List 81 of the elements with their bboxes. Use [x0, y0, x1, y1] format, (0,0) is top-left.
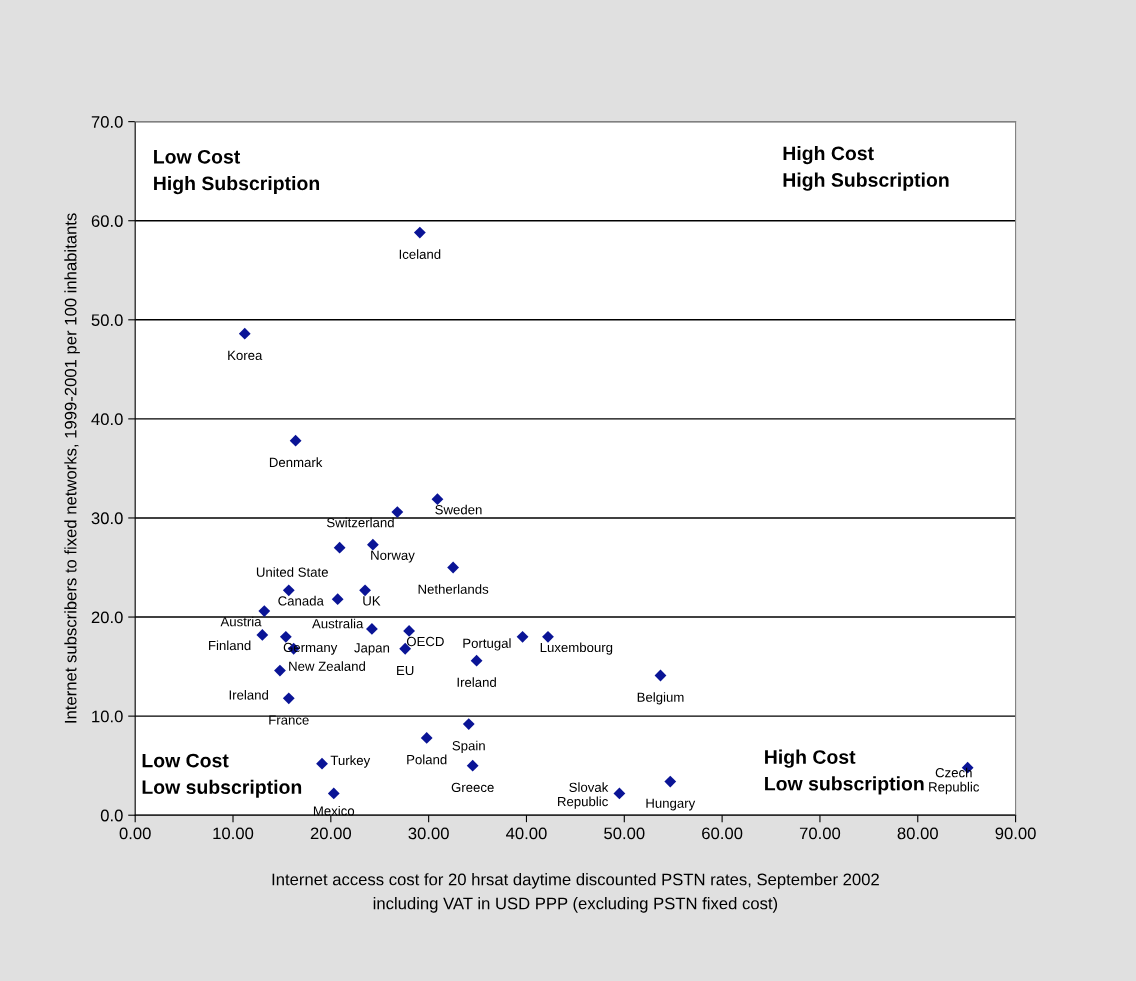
y-tick-label: 60.0 [91, 215, 123, 227]
annotation: Canada [278, 595, 324, 606]
annotation: Greece [451, 782, 494, 793]
point [331, 593, 344, 606]
y-tick-label: 40.0 [91, 413, 123, 426]
point [391, 506, 404, 518]
annotation: Slovak Republic [558, 782, 609, 809]
annotation: Spain [452, 740, 485, 754]
annotation: France [269, 715, 309, 725]
x-tick-label: 0.00 [119, 827, 151, 840]
point [664, 775, 677, 788]
annotation: Switzerland [326, 517, 394, 528]
point [542, 630, 554, 643]
y-tick-label: 30.0 [91, 512, 123, 525]
annotation: EU [397, 665, 414, 676]
annotation: High Cost High Subscription [783, 145, 949, 191]
x-tick-label: 10.00 [213, 827, 254, 840]
annotation: Netherlands [418, 584, 489, 594]
x-tick-label: 60.00 [702, 827, 743, 840]
point [403, 625, 415, 637]
x-tick-label: 90.00 [995, 827, 1036, 840]
annotation: Austria [220, 616, 262, 627]
annotation: Ireland [457, 677, 496, 687]
annotation: Turkey [330, 755, 371, 768]
point [367, 538, 379, 551]
annotation: OECD [406, 636, 444, 647]
point [516, 630, 529, 643]
annotation: Luxembourg [540, 642, 613, 655]
x-tick-label: 30.00 [408, 827, 449, 840]
point [256, 628, 269, 641]
x-tick-label: 40.00 [506, 827, 547, 840]
annotation: High Cost Low subscription [765, 749, 924, 795]
y-tick-label: 70.0 [91, 116, 123, 128]
annotation: Low Cost High Subscription [154, 149, 320, 195]
annotation: Japan [354, 643, 390, 656]
x-axis-title: Internet access cost for 20 hrsat daytime discounted PSTN rates, September 2002 including VAT in USD PPP (excluding PSTN fixed cost) [272, 873, 879, 913]
point [420, 732, 433, 744]
point [413, 226, 426, 239]
point [613, 787, 626, 800]
annotation: Norway [371, 550, 415, 563]
annotation: New Zealand [289, 661, 365, 671]
point [279, 630, 292, 643]
annotation: Korea [228, 350, 263, 361]
annotation: Denmark [269, 457, 323, 468]
y-axis-title: Internet subscribers to fixed networks, 1999-2001 per 100 inhabitants [64, 213, 80, 723]
point [470, 654, 483, 667]
annotation: Australia [312, 618, 364, 629]
point [447, 561, 459, 574]
point [289, 434, 302, 447]
point [366, 623, 378, 635]
annotation: Poland [407, 754, 447, 765]
point [359, 584, 371, 597]
point [274, 664, 286, 677]
annotation: Portugal [463, 638, 511, 651]
point [466, 759, 479, 772]
annotation: Mexico [313, 805, 355, 816]
point [282, 692, 295, 705]
annotation: Sweden [435, 504, 482, 515]
annotation: Low Cost Low subscription [142, 753, 302, 798]
x-tick-label: 20.00 [310, 827, 352, 840]
annotation: Finland [209, 640, 251, 651]
point [327, 787, 340, 800]
annotation: Czech Republic [929, 767, 980, 795]
y-tick-label: 20.0 [91, 611, 123, 624]
y-tick-label: 0.0 [100, 809, 123, 822]
annotation: Belgium [637, 692, 684, 705]
annotation: Hungary [646, 798, 696, 811]
x-tick-label: 80.00 [897, 827, 938, 840]
x-tick-label: 70.00 [799, 827, 841, 840]
annotation: United State [256, 567, 328, 577]
annotation: Iceland [399, 249, 441, 259]
annotation: UK [363, 596, 381, 606]
y-tick-label: 10.0 [92, 710, 123, 723]
point [462, 718, 475, 730]
annotation: Ireland [229, 690, 268, 700]
point [238, 327, 251, 340]
point [258, 605, 271, 617]
point [316, 757, 328, 770]
y-tick-label: 50.0 [91, 314, 123, 327]
point [333, 541, 346, 554]
x-tick-label: 50.00 [604, 827, 645, 840]
